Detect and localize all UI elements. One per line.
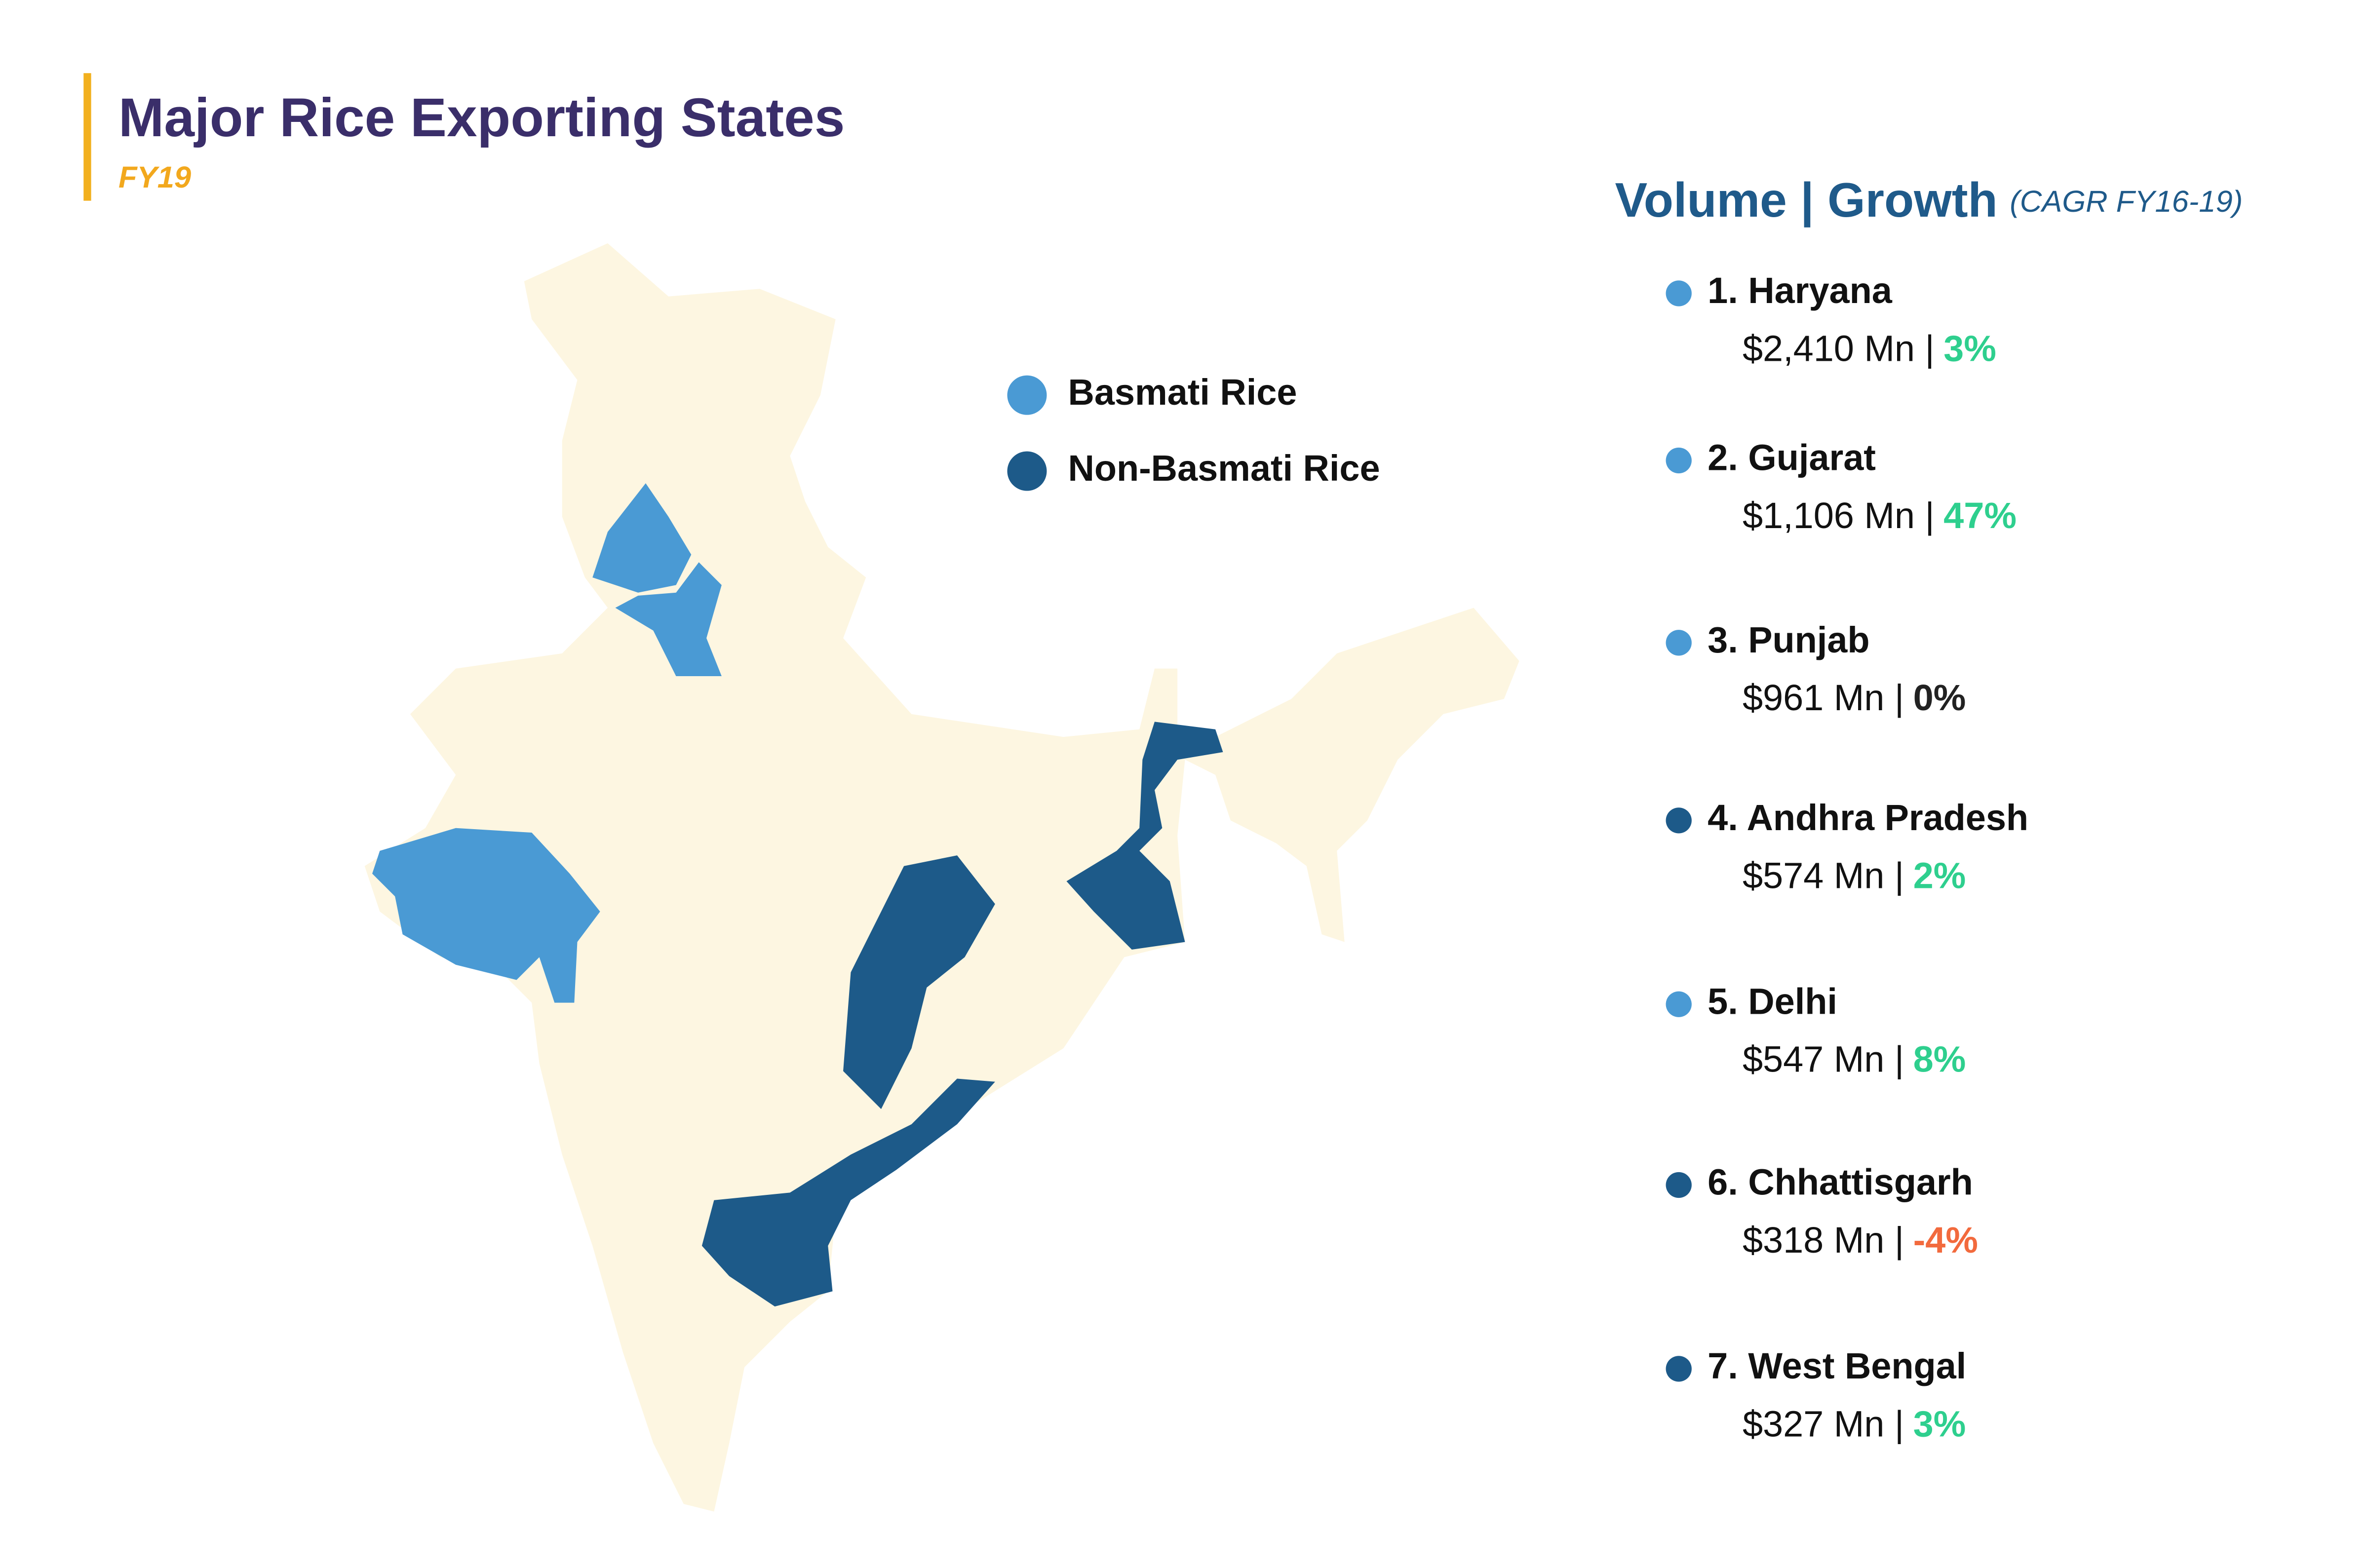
state-list: 1. Haryana$2,410 Mn | 3%2. Gujarat$1,106 … bbox=[1666, 270, 2028, 1444]
state-name: 1. Haryana bbox=[1708, 270, 1893, 311]
legend: Basmati Rice Non-Basmati Rice bbox=[1007, 372, 1380, 491]
state-dot bbox=[1666, 280, 1692, 306]
state-chhattisgarh bbox=[843, 855, 995, 1109]
state-figures: $547 Mn | 8% bbox=[1743, 1038, 1966, 1079]
state-dot bbox=[1666, 1172, 1692, 1198]
state-name: 5. Delhi bbox=[1708, 981, 1837, 1022]
growth: 2% bbox=[1913, 855, 1966, 896]
growth: 8% bbox=[1913, 1038, 1966, 1079]
state-andhra-pradesh bbox=[701, 1078, 995, 1307]
state-name: 7. West Bengal bbox=[1708, 1345, 1966, 1386]
legend-label: Non-Basmati Rice bbox=[1068, 448, 1380, 489]
state-haryana bbox=[615, 562, 722, 676]
volume: $1,106 Mn | bbox=[1743, 495, 1935, 535]
title: Major Rice Exporting States bbox=[118, 87, 845, 148]
legend-label: Basmati Rice bbox=[1068, 372, 1297, 413]
volume: $574 Mn | bbox=[1743, 855, 1904, 896]
growth: 47% bbox=[1943, 495, 2017, 535]
state-name: 6. Chhattisgarh bbox=[1708, 1161, 1973, 1202]
state-dot bbox=[1666, 630, 1692, 656]
growth: -4% bbox=[1913, 1219, 1978, 1260]
legend-swatch bbox=[1007, 375, 1047, 415]
subtitle: FY19 bbox=[118, 160, 191, 194]
growth: 3% bbox=[1943, 328, 1996, 369]
state-figures: $574 Mn | 2% bbox=[1743, 855, 1966, 896]
state-west-bengal bbox=[1066, 722, 1223, 950]
state-dot bbox=[1666, 1356, 1692, 1382]
state-dot bbox=[1666, 447, 1692, 474]
state-figures: $327 Mn | 3% bbox=[1743, 1403, 1966, 1444]
state-figures: $318 Mn | -4% bbox=[1743, 1219, 1978, 1260]
volume: $327 Mn | bbox=[1743, 1403, 1904, 1444]
state-punjab bbox=[592, 483, 692, 593]
legend-swatch bbox=[1007, 451, 1047, 491]
volume: $961 Mn | bbox=[1743, 677, 1904, 718]
state-name: 3. Punjab bbox=[1708, 619, 1869, 660]
volume: $318 Mn | bbox=[1743, 1219, 1904, 1260]
state-figures: $1,106 Mn | 47% bbox=[1743, 495, 2017, 535]
heading-note: (CAGR FY16-19) bbox=[2010, 185, 2243, 219]
state-name: 2. Gujarat bbox=[1708, 437, 1876, 478]
volume: $2,410 Mn | bbox=[1743, 328, 1935, 369]
list-heading: Volume | Growth (CAGR FY16-19) bbox=[1615, 173, 2243, 228]
state-name: 4. Andhra Pradesh bbox=[1708, 797, 2028, 838]
state-figures: $2,410 Mn | 3% bbox=[1743, 328, 1996, 369]
state-gujarat bbox=[372, 828, 600, 1003]
state-dot bbox=[1666, 991, 1692, 1017]
heading-text: Volume | Growth bbox=[1615, 173, 1997, 228]
growth: 0% bbox=[1913, 677, 1966, 718]
title-accent bbox=[83, 73, 91, 201]
growth: 3% bbox=[1913, 1403, 1966, 1444]
state-dot bbox=[1666, 807, 1692, 834]
india-map bbox=[364, 243, 1519, 1512]
volume: $547 Mn | bbox=[1743, 1038, 1904, 1079]
state-figures: $961 Mn | 0% bbox=[1743, 677, 1966, 718]
